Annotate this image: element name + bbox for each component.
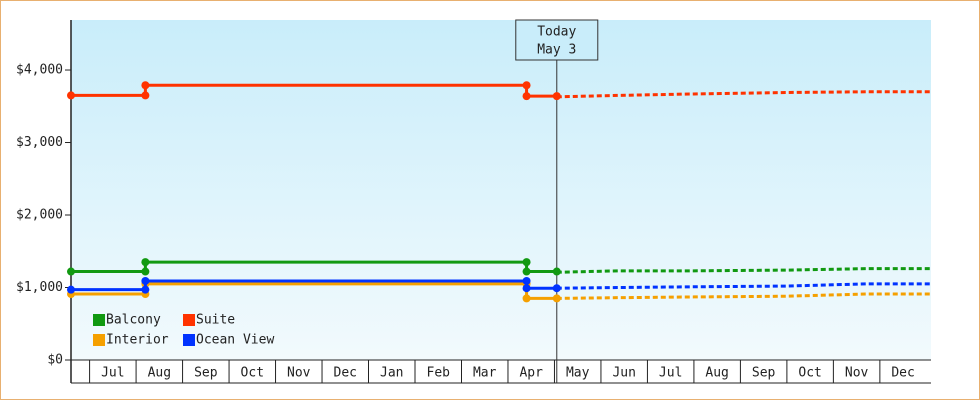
y-tick-label: $2,000 [16, 208, 63, 223]
history-line [71, 279, 557, 292]
legend-label: Suite [196, 313, 235, 328]
legend-swatch [93, 334, 105, 346]
legend-swatch [183, 314, 195, 326]
point [141, 276, 150, 285]
history-line [71, 83, 557, 98]
point [522, 81, 531, 90]
x-tick-label: Jul [101, 366, 124, 381]
x-tick-label: Oct [798, 366, 821, 381]
plot-area [71, 20, 931, 360]
legend-swatch [183, 334, 195, 346]
forecast-line [556, 267, 931, 274]
today-label: Today [537, 25, 576, 40]
x-tick-label: May [566, 366, 590, 381]
x-tick-label: Jun [612, 366, 635, 381]
point [141, 81, 150, 90]
x-tick-label: Apr [519, 366, 543, 381]
y-tick-label: $4,000 [16, 63, 63, 78]
point [552, 267, 561, 276]
point [141, 91, 150, 100]
forecast-line [556, 292, 931, 300]
x-tick-label: Aug [148, 366, 171, 381]
x-tick-label: Mar [473, 366, 497, 381]
forecast-line [556, 90, 931, 99]
y-tick-label: $1,000 [16, 280, 63, 295]
x-tick-label: Dec [891, 366, 914, 381]
legend-label: Balcony [106, 313, 161, 328]
legend-label: Ocean View [196, 333, 274, 348]
point [552, 284, 561, 293]
point [522, 92, 531, 101]
point [522, 276, 531, 285]
x-tick-label: Jul [659, 366, 682, 381]
x-tick-label: Sep [752, 366, 776, 381]
x-tick-label: Dec [334, 366, 357, 381]
legend-swatch [93, 314, 105, 326]
x-tick-label: Oct [241, 366, 264, 381]
y-tick-label: $0 [47, 353, 63, 368]
x-tick-label: Jan [380, 366, 403, 381]
point [67, 285, 75, 294]
today-label: May 3 [537, 43, 576, 58]
point [141, 267, 150, 276]
x-tick-label: Nov [287, 366, 311, 381]
point [522, 258, 531, 267]
point [67, 267, 75, 276]
point [522, 294, 531, 303]
point [522, 284, 531, 293]
history-line [71, 282, 557, 300]
point [141, 285, 150, 294]
legend-label: Interior [106, 333, 169, 348]
x-tick-label: Nov [845, 366, 869, 381]
point [67, 91, 75, 100]
point [141, 258, 150, 267]
forecast-line [556, 282, 931, 290]
x-tick-label: Feb [427, 366, 451, 381]
point [522, 267, 531, 276]
x-tick-label: Sep [194, 366, 218, 381]
x-tick-label: Aug [705, 366, 728, 381]
history-line [71, 260, 557, 274]
today-box [515, 19, 599, 61]
point [552, 294, 561, 303]
point [552, 92, 561, 101]
y-tick-label: $3,000 [16, 135, 63, 150]
